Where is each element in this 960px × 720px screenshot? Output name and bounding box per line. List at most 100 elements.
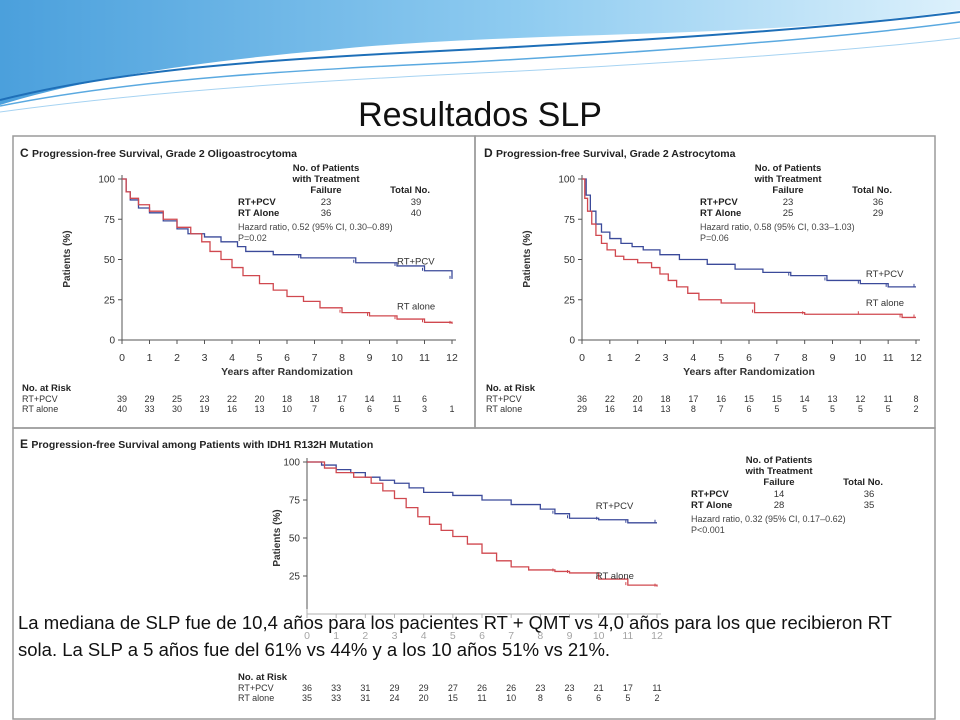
y-tick-label: 25: [289, 572, 301, 583]
x-tick-label: 6: [746, 352, 752, 364]
panel-title-text: Progression-free Survival, Grade 2 Oligo…: [32, 148, 297, 160]
risk-value: 16: [227, 404, 237, 414]
series-line-rt-alone: [307, 461, 658, 587]
risk-value: 15: [744, 394, 754, 404]
panel-title-text: Progression-free Survival, Grade 2 Astro…: [496, 148, 736, 160]
table-header-total: Total No.: [843, 477, 883, 488]
risk-value: 6: [567, 693, 572, 703]
table-row-total: 35: [864, 500, 875, 511]
table-row-total: 36: [864, 489, 875, 500]
risk-value: 5: [774, 404, 779, 414]
chart-panel-e: E Progression-free Survival among Patien…: [20, 437, 883, 703]
risk-value: 6: [746, 404, 751, 414]
panel-letter: D: [484, 146, 496, 160]
x-tick-label: 5: [718, 352, 724, 364]
x-tick-label: 0: [119, 352, 125, 364]
risk-value: 26: [506, 683, 516, 693]
risk-value: 14: [633, 404, 643, 414]
risk-value: 6: [367, 404, 372, 414]
panel-d-frame: [474, 135, 936, 429]
x-tick-label: 10: [391, 352, 403, 364]
panel-letter: E: [20, 437, 31, 451]
y-tick-label: 50: [104, 255, 116, 266]
risk-row-label: RT alone: [238, 693, 274, 703]
table-header-line: with Treatment: [291, 174, 360, 185]
survival-figure: C Progression-free Survival, Grade 2 Oli…: [12, 135, 936, 720]
x-tick-label: 11: [419, 352, 430, 364]
y-tick-label: 50: [289, 534, 301, 545]
x-axis-title: Years after Randomization: [221, 366, 353, 378]
risk-value: 33: [331, 693, 341, 703]
risk-value: 35: [302, 693, 312, 703]
panel-letter: C: [20, 146, 32, 160]
table-header-line: No. of Patients: [293, 163, 360, 174]
series-label: RT+PCV: [866, 269, 904, 280]
x-tick-label: 8: [802, 352, 808, 364]
risk-value: 36: [302, 683, 312, 693]
x-tick-label: 3: [202, 352, 208, 364]
y-tick-label: 75: [564, 215, 576, 226]
chart-panel-d: D Progression-free Survival, Grade 2 Ast…: [484, 146, 922, 414]
risk-value: 18: [660, 394, 670, 404]
x-tick-label: 1: [147, 352, 153, 364]
risk-title: No. at Risk: [238, 672, 288, 683]
y-axis-title: Patients (%): [522, 230, 533, 287]
risk-value: 27: [448, 683, 458, 693]
risk-value: 11: [652, 683, 661, 693]
risk-value: 20: [254, 394, 264, 404]
risk-value: 5: [858, 404, 863, 414]
panel-c-frame: [12, 135, 476, 429]
table-row-total: 29: [873, 208, 884, 219]
risk-value: 22: [227, 394, 237, 404]
stats-text: P=0.06: [700, 233, 729, 243]
risk-value: 24: [389, 693, 399, 703]
table-row-label: RT+PCV: [238, 197, 276, 208]
stats-text: Hazard ratio, 0.58 (95% CI, 0.33–1.03): [700, 222, 855, 232]
risk-value: 8: [538, 693, 543, 703]
y-tick-label: 25: [564, 295, 576, 306]
stats-text: P<0.001: [691, 525, 725, 535]
risk-value: 6: [339, 404, 344, 414]
risk-value: 14: [364, 394, 374, 404]
risk-value: 13: [827, 394, 837, 404]
table-row-label: RT+PCV: [691, 489, 729, 500]
risk-value: 14: [800, 394, 810, 404]
risk-value: 17: [337, 394, 347, 404]
table-row-total: 36: [873, 197, 884, 208]
x-tick-label: 7: [774, 352, 780, 364]
risk-value: 29: [577, 404, 587, 414]
table-row-label: RT Alone: [238, 208, 279, 219]
y-tick-label: 75: [104, 215, 116, 226]
risk-value: 36: [577, 394, 587, 404]
risk-row-label: RT alone: [22, 404, 58, 414]
slide-title: Resultados SLP: [358, 96, 602, 134]
x-tick-label: 12: [446, 352, 458, 364]
header-wave-decoration: [0, 0, 960, 113]
risk-value: 17: [623, 683, 633, 693]
x-axis-title: Years after Randomization: [683, 366, 815, 378]
table-row-failure: 23: [321, 197, 332, 208]
table-row-label: RT Alone: [700, 208, 741, 219]
risk-value: 20: [633, 394, 643, 404]
table-row-failure: 23: [783, 197, 794, 208]
table-header-line: with Treatment: [744, 466, 813, 477]
risk-value: 29: [419, 683, 429, 693]
risk-value: 13: [660, 404, 670, 414]
y-tick-label: 100: [283, 458, 300, 469]
series-label: RT alone: [596, 571, 634, 582]
risk-value: 5: [886, 404, 891, 414]
risk-value: 11: [883, 394, 892, 404]
x-tick-label: 7: [312, 352, 318, 364]
x-tick-label: 0: [579, 352, 585, 364]
risk-value: 33: [331, 683, 341, 693]
y-axis-title: Patients (%): [272, 509, 283, 566]
risk-row-label: RT+PCV: [238, 683, 274, 693]
risk-value: 23: [535, 683, 545, 693]
table-row-label: RT+PCV: [700, 197, 738, 208]
risk-value: 2: [654, 693, 659, 703]
risk-value: 7: [312, 404, 317, 414]
risk-value: 22: [605, 394, 615, 404]
series-label: RT alone: [397, 301, 435, 312]
panel-title-text: Progression-free Survival among Patients…: [31, 439, 373, 451]
risk-value: 29: [389, 683, 399, 693]
